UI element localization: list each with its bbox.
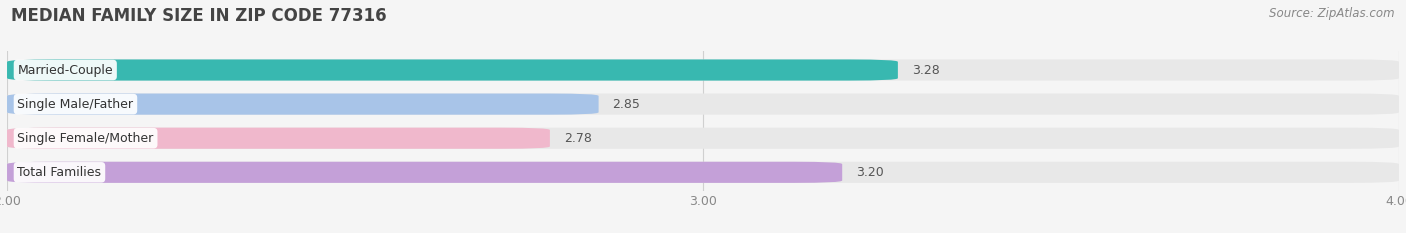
- Text: Married-Couple: Married-Couple: [17, 64, 112, 76]
- Text: Single Male/Father: Single Male/Father: [17, 98, 134, 111]
- Text: Single Female/Mother: Single Female/Mother: [17, 132, 153, 145]
- FancyBboxPatch shape: [7, 128, 1399, 149]
- FancyBboxPatch shape: [7, 59, 1399, 81]
- Text: MEDIAN FAMILY SIZE IN ZIP CODE 77316: MEDIAN FAMILY SIZE IN ZIP CODE 77316: [11, 7, 387, 25]
- Text: 2.85: 2.85: [613, 98, 640, 111]
- FancyBboxPatch shape: [7, 128, 550, 149]
- Text: 3.28: 3.28: [911, 64, 939, 76]
- Text: 3.20: 3.20: [856, 166, 884, 179]
- FancyBboxPatch shape: [7, 93, 1399, 115]
- Text: Source: ZipAtlas.com: Source: ZipAtlas.com: [1270, 7, 1395, 20]
- Text: 2.78: 2.78: [564, 132, 592, 145]
- FancyBboxPatch shape: [7, 93, 599, 115]
- Text: Total Families: Total Families: [17, 166, 101, 179]
- FancyBboxPatch shape: [7, 162, 842, 183]
- FancyBboxPatch shape: [7, 162, 1399, 183]
- FancyBboxPatch shape: [7, 59, 898, 81]
